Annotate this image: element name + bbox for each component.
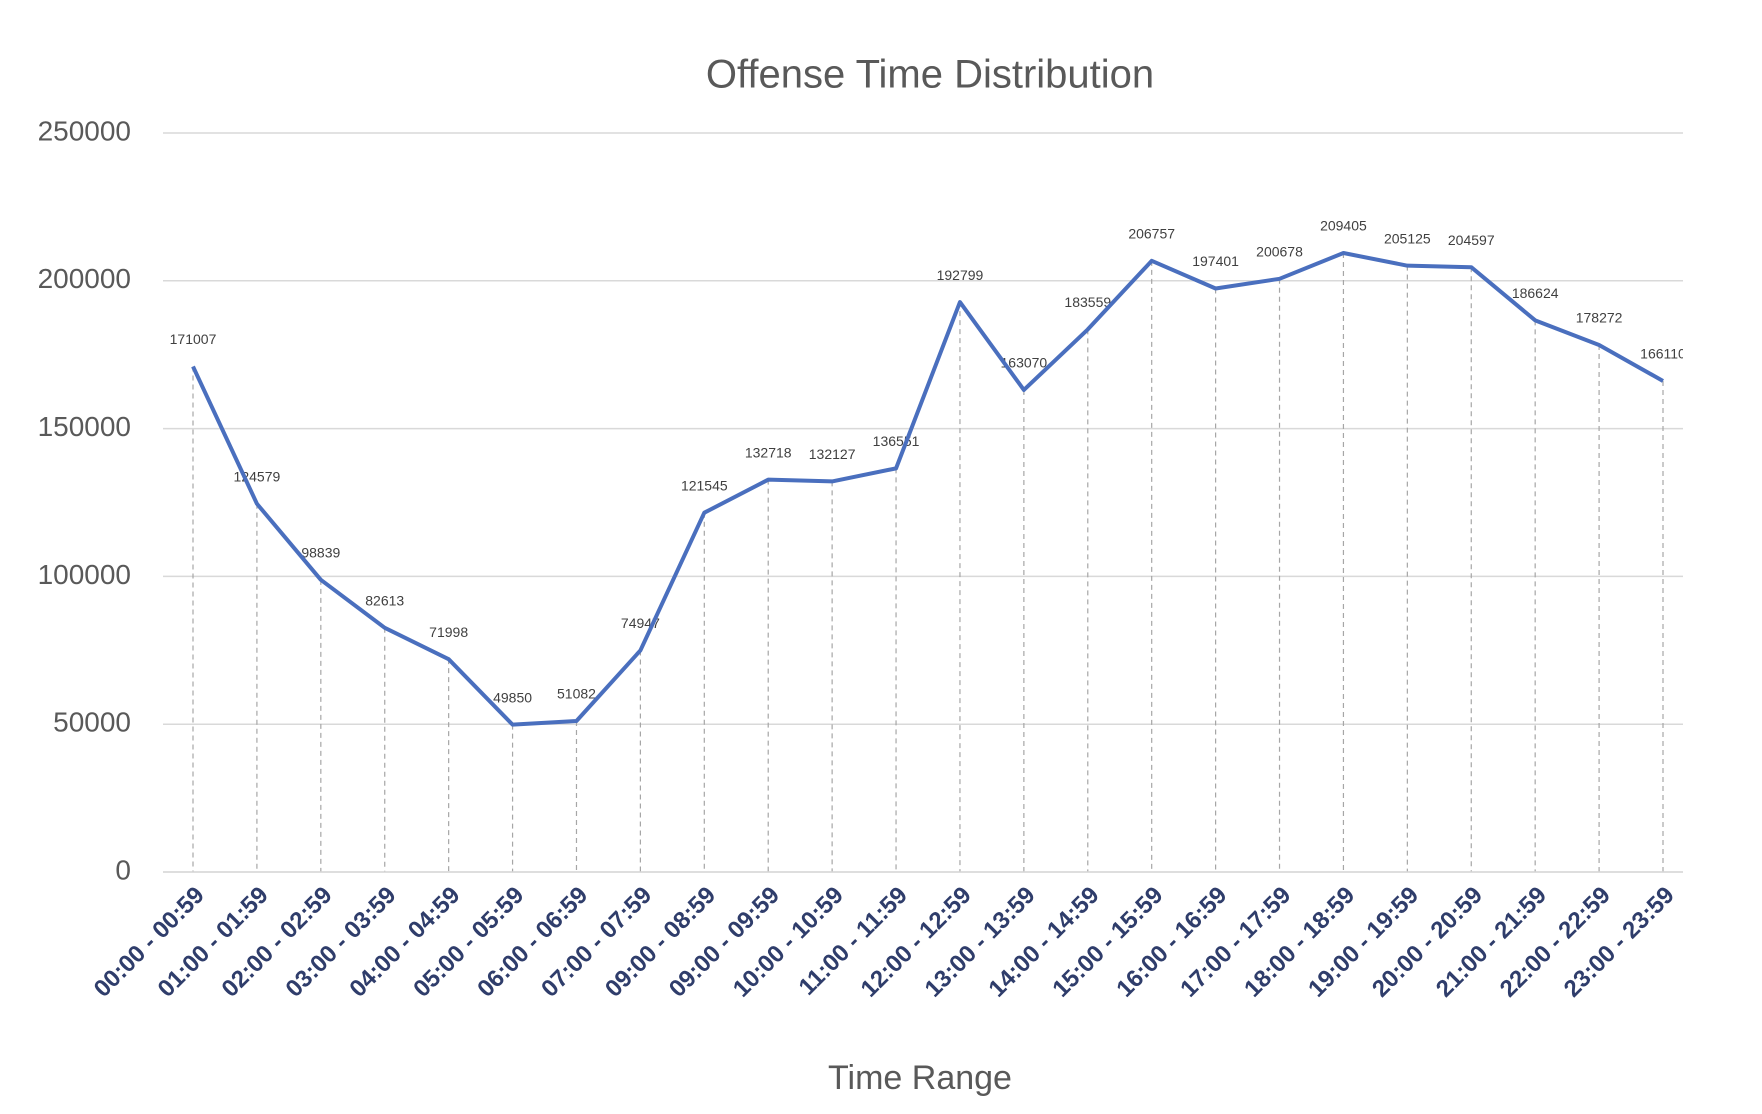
x-tick-label: 20:00 - 20:59 bbox=[1367, 882, 1488, 1003]
data-label: 51082 bbox=[557, 686, 596, 702]
data-label: 132127 bbox=[809, 446, 856, 462]
data-label: 178272 bbox=[1576, 310, 1623, 326]
data-label: 163070 bbox=[1001, 355, 1048, 371]
x-tick-label: 09:00 - 09:59 bbox=[664, 882, 785, 1003]
x-tick-label: 04:00 - 04:59 bbox=[344, 882, 465, 1003]
data-label: 82613 bbox=[365, 592, 404, 608]
x-tick-label: 12:00 - 12:59 bbox=[856, 882, 977, 1003]
x-tick-label: 05:00 - 05:59 bbox=[408, 882, 529, 1003]
data-label: 206757 bbox=[1128, 226, 1175, 242]
data-label: 132718 bbox=[745, 444, 792, 460]
x-tick-label: 13:00 - 13:59 bbox=[920, 882, 1041, 1003]
data-label: 186624 bbox=[1512, 285, 1559, 301]
data-label: 136551 bbox=[873, 433, 920, 449]
data-label: 200678 bbox=[1256, 243, 1303, 259]
x-tick-label: 21:00 - 21:59 bbox=[1431, 882, 1552, 1003]
x-tick-label: 01:00 - 01:59 bbox=[153, 882, 274, 1003]
x-tick-label: 23:00 - 23:59 bbox=[1559, 882, 1680, 1003]
x-tick-label: 10:00 - 10:59 bbox=[728, 882, 849, 1003]
series-line bbox=[191, 250, 1664, 727]
data-label: 98839 bbox=[301, 545, 340, 561]
x-tick-label: 00:00 - 00:59 bbox=[89, 882, 210, 1003]
x-tick-label: 15:00 - 15:59 bbox=[1047, 882, 1168, 1003]
x-tick-label: 17:00 - 17:59 bbox=[1175, 882, 1296, 1003]
x-tick-label: 03:00 - 03:59 bbox=[280, 882, 401, 1003]
data-label: 121545 bbox=[681, 477, 728, 493]
y-tick-label: 50000 bbox=[53, 707, 131, 738]
y-tick-label: 0 bbox=[115, 854, 131, 885]
data-label: 49850 bbox=[493, 689, 532, 705]
x-axis-title: Time Range bbox=[828, 1059, 1012, 1097]
y-tick-label: 250000 bbox=[38, 115, 131, 146]
x-tick-label: 16:00 - 16:59 bbox=[1111, 882, 1232, 1003]
data-label: 192799 bbox=[937, 267, 984, 283]
x-tick-label: 02:00 - 02:59 bbox=[217, 882, 338, 1003]
y-tick-label: 100000 bbox=[38, 559, 131, 590]
data-label: 166110 bbox=[1640, 346, 1686, 362]
data-label: 71998 bbox=[429, 624, 468, 640]
x-tick-label: 19:00 - 19:59 bbox=[1303, 882, 1424, 1003]
data-label: 204597 bbox=[1448, 232, 1495, 248]
x-tick-label: 18:00 - 18:59 bbox=[1239, 882, 1360, 1003]
x-tick-label: 06:00 - 06:59 bbox=[472, 882, 593, 1003]
x-tick-label: 14:00 - 14:59 bbox=[984, 882, 1105, 1003]
x-tick-label: 09:00 - 08:59 bbox=[600, 882, 721, 1003]
data-label: 171007 bbox=[170, 331, 217, 347]
data-label: 205125 bbox=[1384, 230, 1431, 246]
y-tick-label: 150000 bbox=[38, 411, 131, 442]
data-label: 209405 bbox=[1320, 218, 1367, 234]
x-tick-label: 07:00 - 07:59 bbox=[536, 882, 657, 1003]
data-label: 197401 bbox=[1192, 253, 1239, 269]
x-tick-label: 22:00 - 22:59 bbox=[1495, 882, 1616, 1003]
y-tick-label: 200000 bbox=[38, 263, 131, 294]
chart-title: Offense Time Distribution bbox=[706, 53, 1154, 97]
data-label: 183559 bbox=[1064, 294, 1111, 310]
